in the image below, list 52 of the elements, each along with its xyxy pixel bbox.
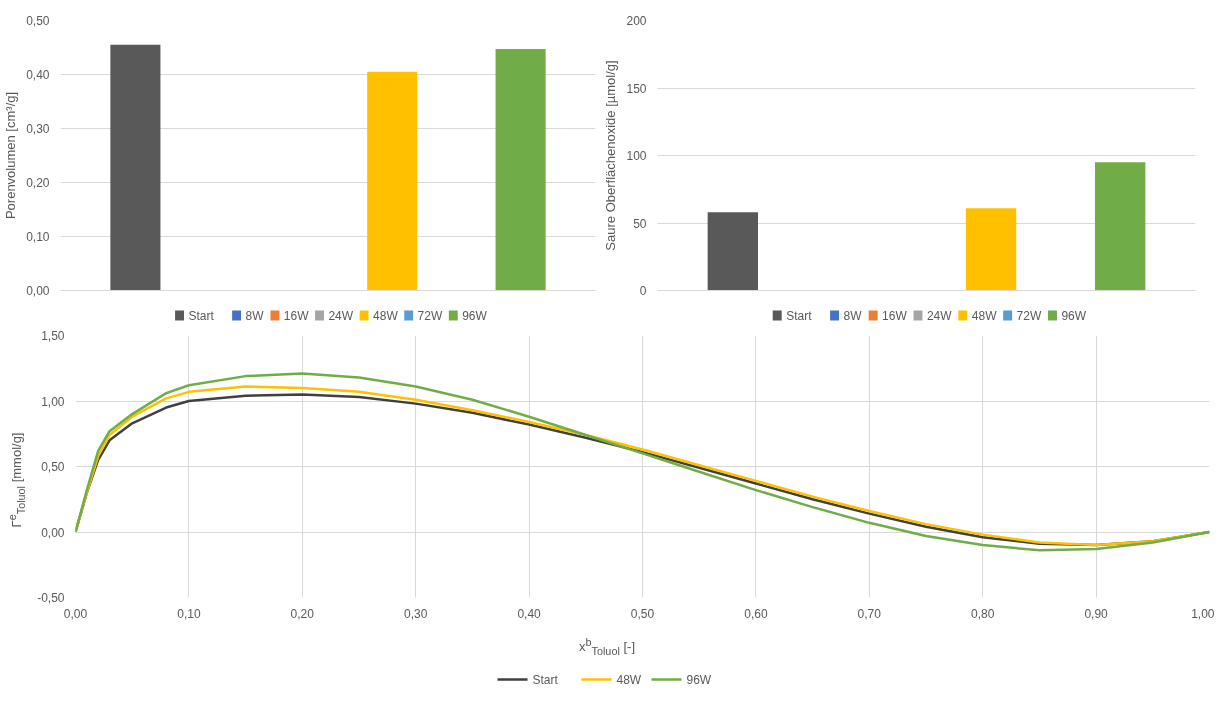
legend-label: 96W bbox=[462, 308, 488, 323]
x-tick-label: 0,40 bbox=[517, 606, 542, 621]
x-tick-label: 0,30 bbox=[404, 606, 428, 621]
x-tick-label: 0,90 bbox=[1084, 606, 1109, 621]
x-tick-label: 1,00 bbox=[1191, 606, 1215, 621]
x-axis-title: x$^{b}$$_{Toluol}$ [-] bbox=[578, 635, 636, 659]
y-tick-label: 0 bbox=[639, 284, 647, 298]
y-tick-label: 0,10 bbox=[26, 230, 50, 244]
bar bbox=[707, 212, 758, 291]
y-tick-label: 0,30 bbox=[26, 122, 50, 136]
legend-label: 24W bbox=[328, 308, 354, 323]
bar bbox=[110, 44, 161, 291]
y-tick-label: 200 bbox=[626, 14, 647, 28]
y-tick-label: -0,50 bbox=[37, 591, 65, 605]
x-tick-label: 0,80 bbox=[971, 606, 995, 621]
y-tick-label: 0,20 bbox=[26, 176, 50, 190]
legend-label: 16W bbox=[882, 308, 908, 323]
legend-label: 48W bbox=[616, 672, 642, 687]
legend-label: Start bbox=[532, 672, 559, 687]
legend-label: Start bbox=[786, 308, 813, 323]
x-tick-label: 0,70 bbox=[857, 606, 882, 621]
y-tick-label: 100 bbox=[626, 149, 647, 163]
bar bbox=[1095, 162, 1146, 291]
y-axis-title: Saure Oberflächenoxide [µmol/g] bbox=[603, 60, 619, 251]
x-tick-label: 0,20 bbox=[290, 606, 315, 621]
y-tick-label: 0,40 bbox=[26, 68, 50, 82]
legend-label: 8W bbox=[245, 308, 265, 323]
y-tick-label: 50 bbox=[633, 216, 647, 231]
legend-label: 48W bbox=[971, 308, 998, 323]
x-tick-label: 0,10 bbox=[177, 606, 201, 621]
legend-label: 72W bbox=[1016, 308, 1042, 323]
y-tick-label: 0,00 bbox=[26, 284, 50, 298]
y-tick-label: 1,00 bbox=[41, 394, 65, 409]
legend-label: 16W bbox=[283, 308, 310, 323]
y-tick-label: 0,00 bbox=[41, 525, 65, 540]
bar bbox=[965, 208, 1017, 291]
bar bbox=[495, 49, 546, 291]
legend-label: Start bbox=[188, 308, 215, 323]
legend-label: 96W bbox=[686, 672, 712, 687]
y-tick-label: 1,50 bbox=[41, 329, 65, 343]
y-axis-title: Porenvolumen [cm³/g] bbox=[3, 91, 19, 220]
y-tick-label: 0,50 bbox=[41, 460, 65, 474]
legend-label: 8W bbox=[843, 308, 863, 323]
legend-label: 48W bbox=[373, 308, 399, 323]
y-tick-label: 0,50 bbox=[26, 14, 50, 28]
bar bbox=[367, 71, 418, 291]
legend-label: 24W bbox=[926, 308, 953, 323]
x-tick-label: 0,60 bbox=[744, 606, 768, 621]
y-tick-label: 150 bbox=[626, 81, 647, 96]
legend-label: 72W bbox=[417, 308, 443, 323]
legend-label: 96W bbox=[1061, 308, 1087, 323]
x-tick-label: 0,00 bbox=[63, 606, 88, 621]
